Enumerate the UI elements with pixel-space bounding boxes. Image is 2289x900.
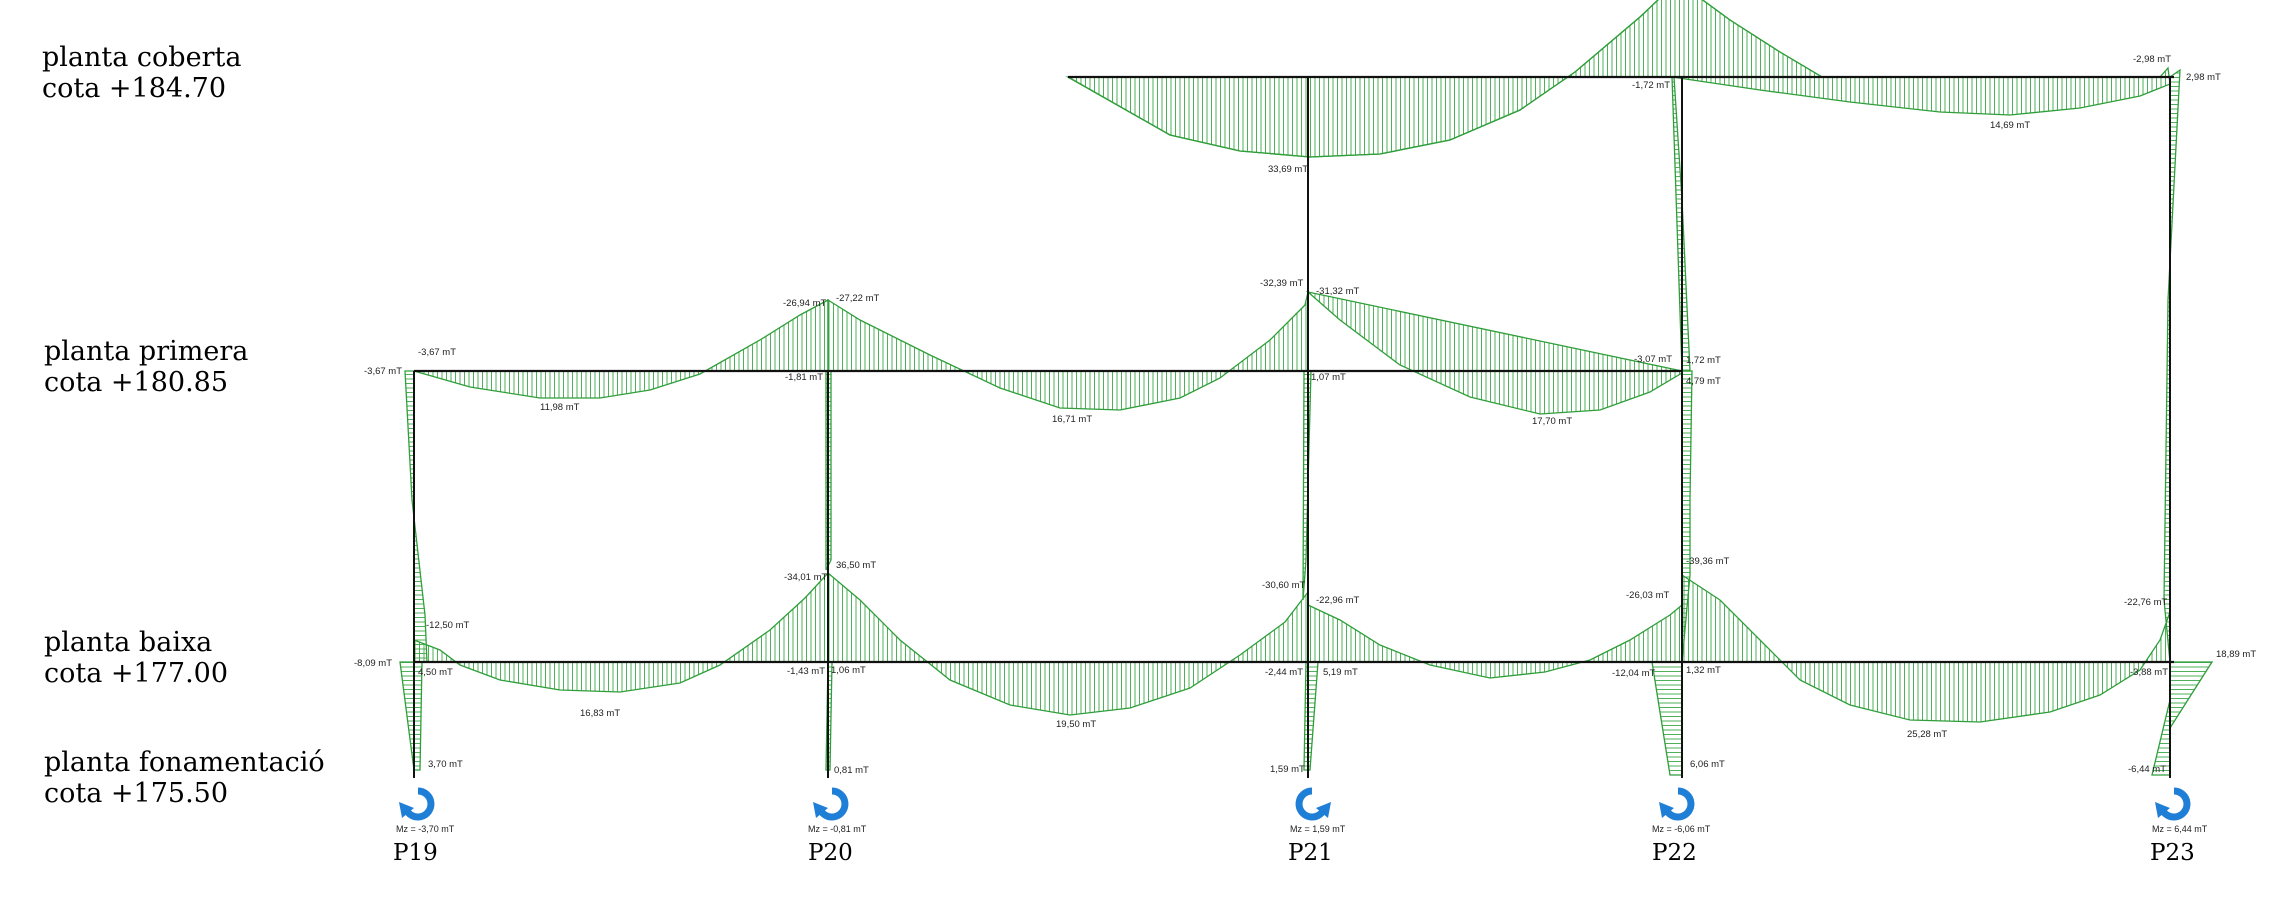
moment-label: 25,28 mT <box>1907 729 1947 740</box>
moment-label: 36,50 mT <box>836 560 876 571</box>
moment-value-labels: 33,69 mT -1,72 mT 14,69 mT -2,98 mT 2,98… <box>354 54 2256 776</box>
moment-label: 1,32 mT <box>1686 665 1721 676</box>
moment-label: -30,60 mT <box>1262 580 1305 591</box>
ground-floor-span1-moment <box>413 571 829 693</box>
column-p19-lower-moment-left <box>399 661 415 771</box>
level-name-primera: planta primera <box>44 336 248 367</box>
moment-label: -3,07 mT <box>1634 354 1672 365</box>
moment-label: 14,69 mT <box>1990 120 2030 131</box>
moment-label: 2,98 mT <box>2186 72 2221 83</box>
moment-label: -31,32 mT <box>1316 286 1359 297</box>
first-floor-span3-moment <box>1305 290 1683 415</box>
moment-label: 1,72 mT <box>1686 355 1721 366</box>
ground-floor-span4-moment <box>1681 573 2171 723</box>
moment-label: -39,36 mT <box>1686 556 1729 567</box>
pillar-label-p23: P23 <box>2150 840 2195 866</box>
moment-label: -2,44 mT <box>1265 667 1303 678</box>
moment-label: -2,98 mT <box>2133 54 2171 65</box>
moment-label: 33,69 mT <box>1268 164 1308 175</box>
level-cota-fonamentacio: cota +175.50 <box>44 778 228 809</box>
moment-label: 4,79 mT <box>1686 376 1721 387</box>
level-name-coberta: planta coberta <box>42 42 241 73</box>
pillar-label-p19: P19 <box>393 840 438 866</box>
level-name-fonamentacio: planta fonamentació <box>44 747 325 778</box>
first-floor-span1-moment <box>413 298 829 399</box>
moment-label: -3,88 mT <box>2130 667 2168 678</box>
pillar-label-p21: P21 <box>1288 840 1333 866</box>
level-cota-primera: cota +180.85 <box>44 367 228 398</box>
rotation-ccw-icon <box>1295 787 1331 821</box>
moment-label: -22,76 mT <box>2124 597 2167 608</box>
pillar-label-p20: P20 <box>808 840 853 866</box>
rotation-cw-icon <box>813 787 849 821</box>
moment-label: -27,22 mT <box>836 293 879 304</box>
rotation-cw-icon <box>1659 787 1695 821</box>
column-p21-lower-moment <box>1303 661 1319 771</box>
moment-label: -8,09 mT <box>354 658 392 669</box>
moment-label: -1,81 mT <box>785 372 823 383</box>
first-floor-span2-moment <box>827 291 1309 411</box>
column-p19-upper-moment <box>404 370 428 663</box>
moment-label: -12,04 mT <box>1612 668 1655 679</box>
moment-label: 17,70 mT <box>1532 416 1572 427</box>
moment-label: 1,07 mT <box>1311 372 1346 383</box>
column-p22-lower-moment <box>1651 661 1683 776</box>
column-p23-joint-moment <box>2169 661 2214 731</box>
moment-label: -22,96 mT <box>1316 595 1359 606</box>
moment-label: 6,06 mT <box>1690 759 1725 770</box>
level-labels: planta coberta cota +184.70 planta prime… <box>42 42 325 809</box>
support-p21: Mz = 1,59 mT P21 <box>1288 787 1346 866</box>
rotation-cw-icon <box>2155 787 2191 821</box>
moment-label: 3,70 mT <box>428 759 463 770</box>
moment-label: 18,89 mT <box>2216 649 2256 660</box>
roof-beam-moment-outline <box>1067 0 1823 158</box>
pillar-label-p22: P22 <box>1652 840 1697 866</box>
support-p22: Mz = -6,06 mT P22 <box>1652 787 1711 866</box>
moment-label: 5,19 mT <box>1323 667 1358 678</box>
pillar-mz-value: Mz = -6,06 mT <box>1652 824 1711 834</box>
moment-label: -34,01 mT <box>784 572 827 583</box>
moment-label: -26,03 mT <box>1626 590 1669 601</box>
moment-label: -1,72 mT <box>1632 80 1670 91</box>
ground-floor-span2-moment <box>827 571 1309 716</box>
moment-label: -6,44 mT <box>2128 764 2166 775</box>
support-p20: Mz = -0,81 mT P20 <box>808 787 867 866</box>
moment-label: -3,67 mT <box>418 347 456 358</box>
pillar-mz-value: Mz = 6,44 mT <box>2152 824 2208 834</box>
moment-label: 11,98 mT <box>540 402 580 413</box>
level-cota-coberta: cota +184.70 <box>42 73 226 104</box>
frame-structure <box>413 75 2174 778</box>
moment-label: -12,50 mT <box>426 620 469 631</box>
moment-label: 0,81 mT <box>834 765 869 776</box>
moment-label: 19,50 mT <box>1056 719 1096 730</box>
support-p19: Mz = -3,70 mT P19 <box>393 787 455 866</box>
moment-label: 1,06 mT <box>831 665 866 676</box>
moment-label: -26,94 mT <box>783 298 826 309</box>
pillar-mz-value: Mz = -3,70 mT <box>396 824 455 834</box>
roof-right-span-moment <box>1671 66 2171 116</box>
pillar-mz-value: Mz = 1,59 mT <box>1290 824 1346 834</box>
support-p23: Mz = 6,44 mT P23 <box>2150 787 2208 866</box>
moment-diagram-fills <box>399 0 2214 776</box>
column-p19-lower-moment-right <box>413 661 423 771</box>
moment-label: -32,39 mT <box>1260 278 1303 289</box>
column-p23-upper-moment <box>2163 68 2181 663</box>
moment-label: 1,59 mT <box>1270 764 1305 775</box>
level-cota-baixa: cota +177.00 <box>44 658 228 689</box>
pillar-mz-value: Mz = -0,81 mT <box>808 824 867 834</box>
moment-label: -1,43 mT <box>787 666 825 677</box>
moment-label: -3,67 mT <box>364 366 402 377</box>
moment-label: 16,71 mT <box>1052 414 1092 425</box>
moment-label: 16,83 mT <box>580 708 620 719</box>
moment-label: 4,50 mT <box>418 667 453 678</box>
level-name-baixa: planta baixa <box>44 627 212 658</box>
rotation-cw-icon <box>399 787 435 821</box>
